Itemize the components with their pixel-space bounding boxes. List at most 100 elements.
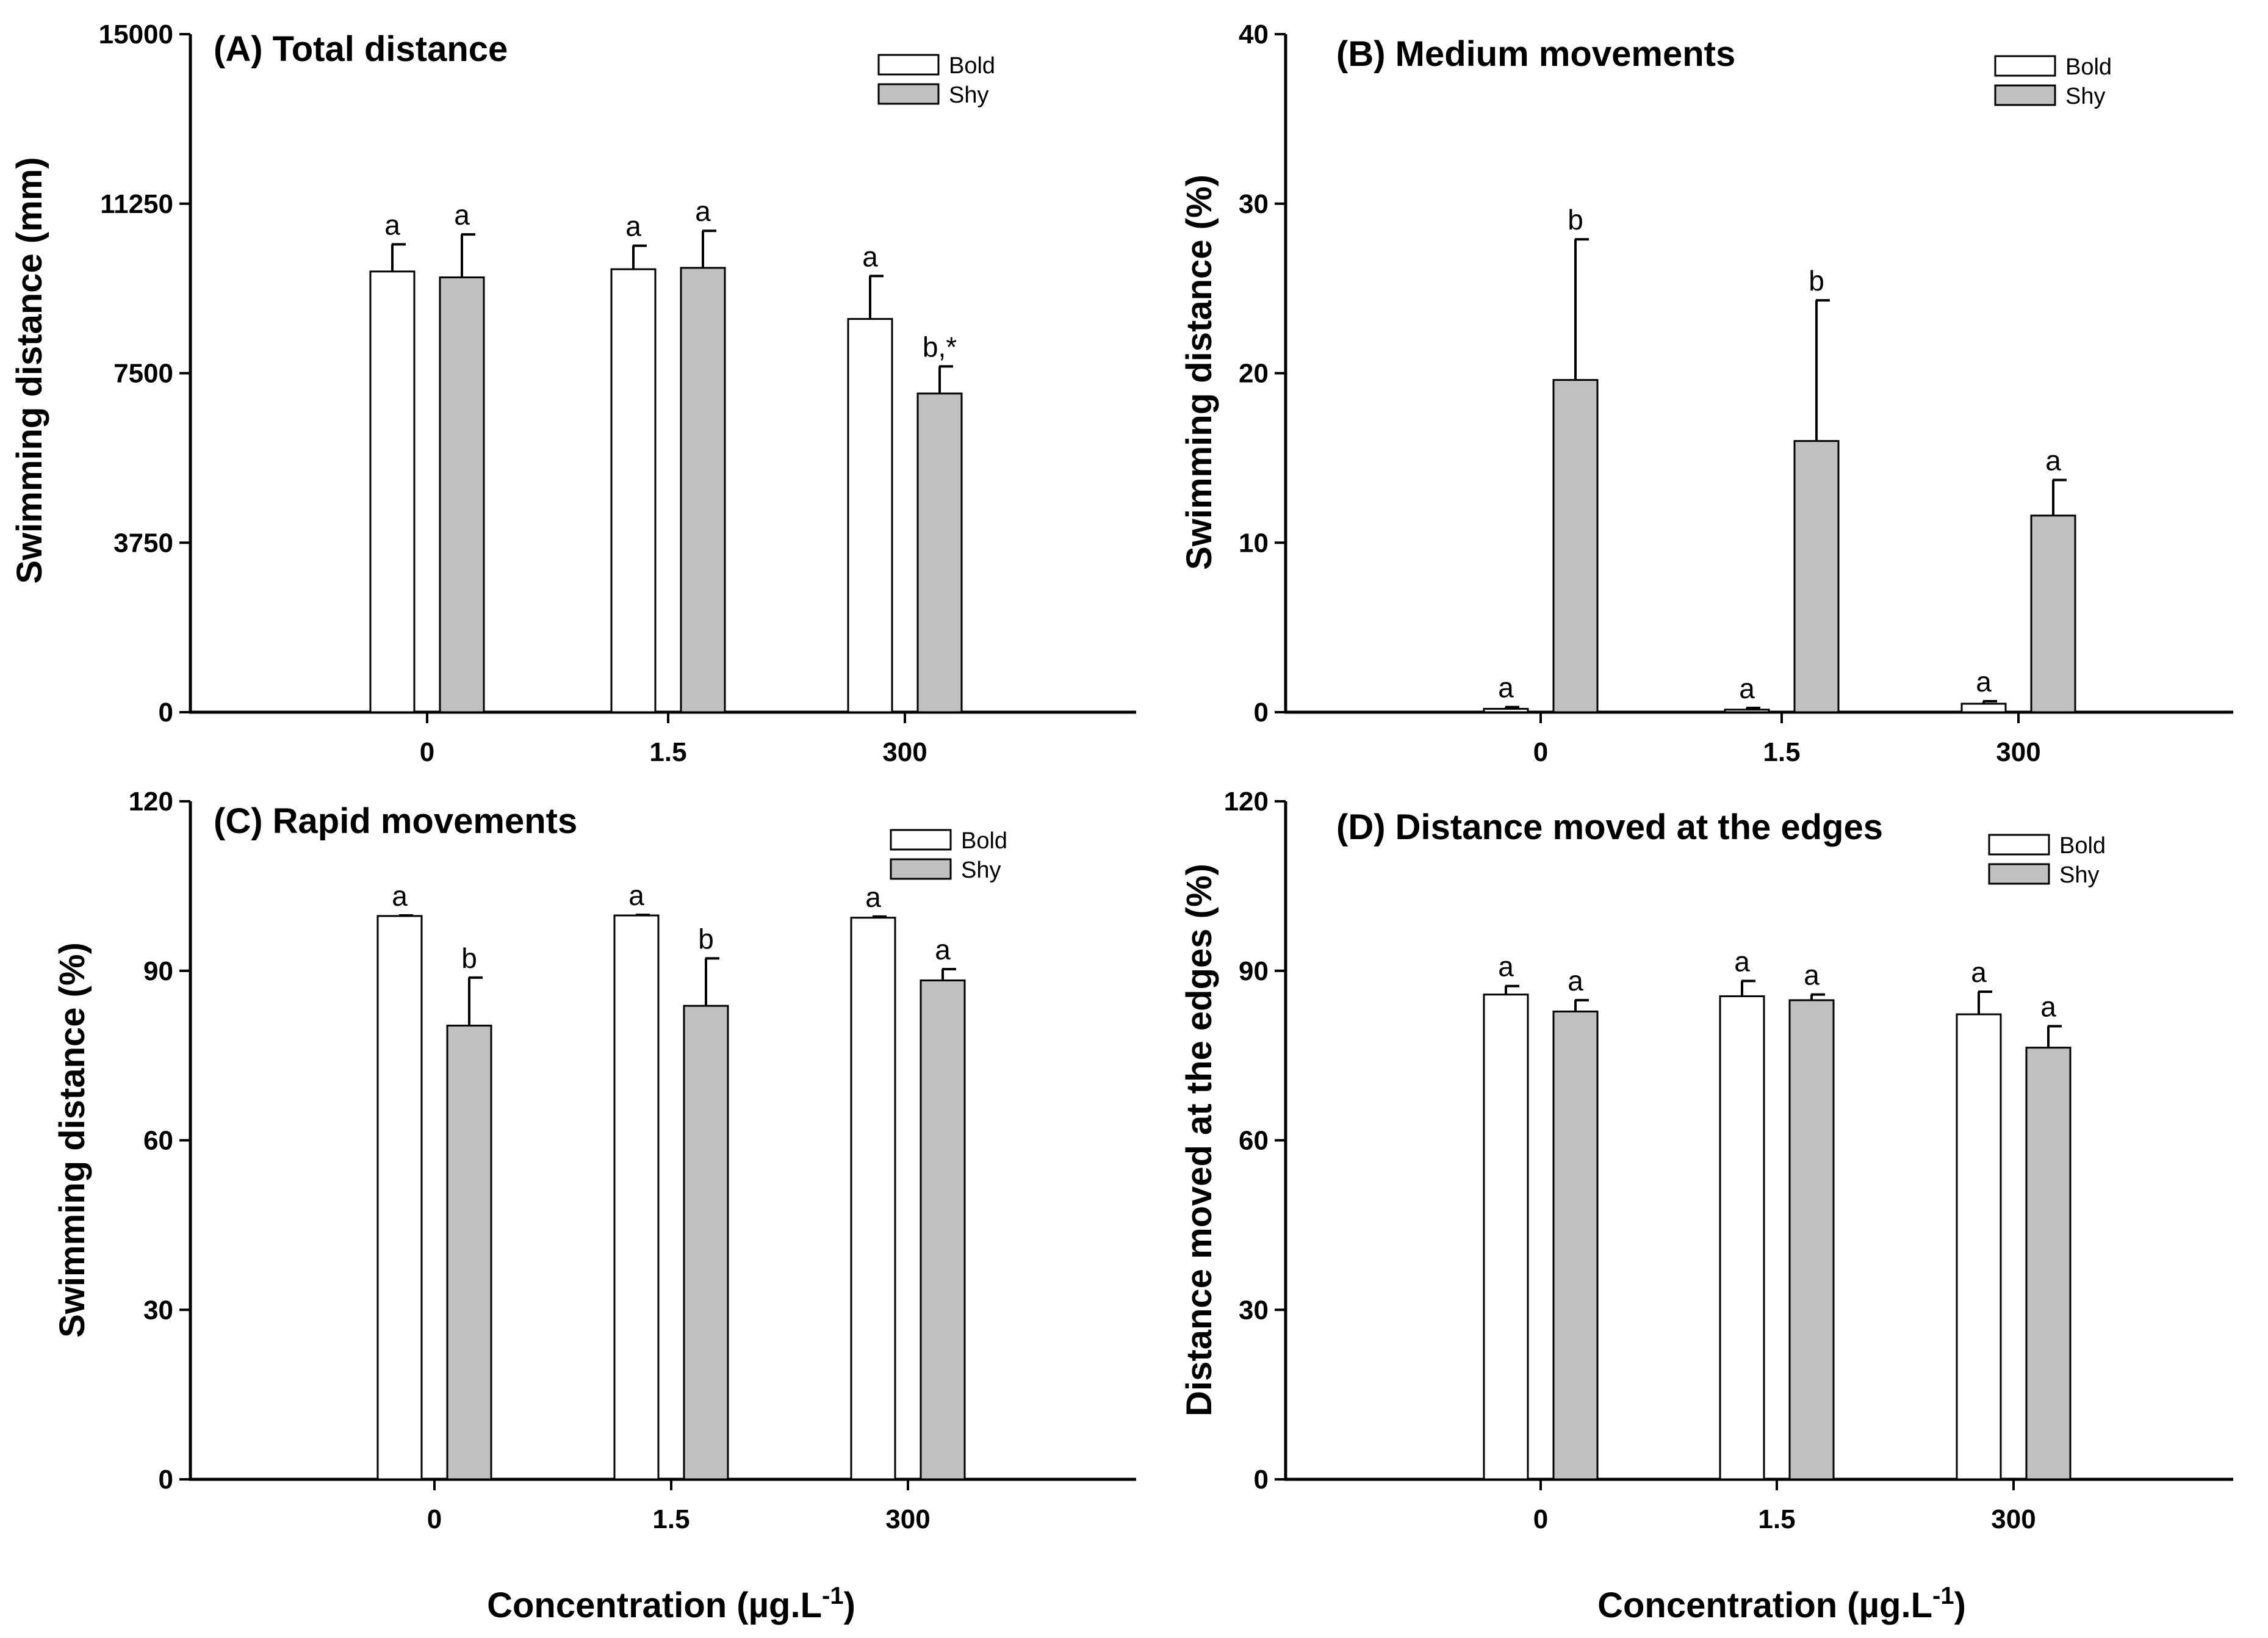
legend-label: Shy <box>961 857 1001 883</box>
legend-label: Shy <box>2059 862 2099 888</box>
bar <box>1960 702 2007 713</box>
bar <box>916 392 963 713</box>
data-label: a <box>2040 990 2056 1022</box>
shared-x-axis-label-left: Concentration (µg.L-1) <box>487 1582 855 1625</box>
data-label: a <box>625 211 641 242</box>
legend-swatch <box>1994 55 2056 77</box>
legend-label: Bold <box>961 828 1007 854</box>
y-tick-label: 7500 <box>113 359 173 389</box>
data-label: a <box>392 880 408 912</box>
y-tick-label: 20 <box>1239 359 1269 389</box>
bar <box>613 914 660 1481</box>
bar <box>376 915 423 1481</box>
data-label: a <box>454 199 470 231</box>
data-label: a <box>1739 673 1755 704</box>
data-label: b <box>461 942 477 974</box>
data-label: a <box>1976 666 1992 698</box>
data-label: a <box>384 209 400 240</box>
y-tick-label: 120 <box>1224 787 1269 817</box>
shared-x-axis-label-right: Concentration (µg.L-1) <box>1597 1582 1966 1625</box>
bar <box>2025 1047 2072 1481</box>
chart-title: (A) Total distance <box>214 29 508 69</box>
y-axis-label: Distance moved at the edges (%) <box>1179 864 1219 1416</box>
y-tick-label: 90 <box>143 956 173 986</box>
legend: Bold Shy <box>890 828 1007 883</box>
y-tick-label: 0 <box>1254 1465 1269 1495</box>
bar <box>680 267 726 713</box>
legend-label: Shy <box>949 82 988 108</box>
bar <box>439 276 485 713</box>
y-tick-label: 40 <box>1239 20 1269 49</box>
chart-title: (C) Rapid movements <box>214 801 577 841</box>
x-tick-label: 1.5 <box>649 737 686 767</box>
x-tick-label: 300 <box>1996 737 2040 767</box>
y-tick-label: 3750 <box>113 528 173 558</box>
data-label: a <box>1568 965 1583 997</box>
legend-swatch <box>890 858 952 880</box>
legend-swatch <box>1988 863 2050 885</box>
x-tick-label: 0 <box>1533 1504 1548 1534</box>
y-tick-label: 30 <box>1239 1295 1269 1325</box>
data-label: b,* <box>923 331 957 363</box>
data-label: a <box>1804 959 1820 991</box>
data-label: a <box>865 881 881 913</box>
legend: Bold Shy <box>1988 833 2106 888</box>
x-tick-label: 1.5 <box>1758 1504 1795 1534</box>
bar <box>1552 1010 1599 1481</box>
y-tick-label: 60 <box>1239 1126 1269 1156</box>
data-label: a <box>695 195 711 227</box>
y-axis-label: Swimming distance (%) <box>1179 175 1219 570</box>
y-tick-label: 90 <box>1239 956 1269 986</box>
chart-title: (B) Medium movements <box>1336 34 1735 74</box>
y-tick-label: 0 <box>159 698 173 727</box>
data-label: b <box>1809 265 1824 297</box>
legend: Bold Shy <box>1994 54 2112 109</box>
bar <box>850 917 896 1481</box>
bar <box>446 1025 492 1481</box>
x-tick-label: 0 <box>427 1504 442 1534</box>
y-axis-label: Swimming distance (%) <box>52 942 92 1338</box>
y-tick-label: 0 <box>159 1465 173 1495</box>
legend-swatch <box>1988 834 2050 856</box>
legend-label: Bold <box>949 53 995 79</box>
legend-swatch <box>1994 84 2056 106</box>
bar <box>1724 709 1770 713</box>
y-tick-label: 30 <box>143 1295 173 1325</box>
y-tick-label: 15000 <box>99 20 173 49</box>
x-tick-label: 300 <box>1991 1504 2036 1534</box>
y-axis-label: Swimming distance (mm) <box>10 157 49 583</box>
data-label: a <box>1498 672 1514 704</box>
x-tick-label: 1.5 <box>652 1504 689 1534</box>
legend-label: Shy <box>2065 84 2105 109</box>
legend-swatch <box>890 829 952 851</box>
legend: Bold Shy <box>877 53 995 108</box>
x-tick-label: 0 <box>420 737 434 767</box>
x-tick-label: 300 <box>882 737 927 767</box>
x-tick-label: 300 <box>885 1504 930 1534</box>
legend-label: Bold <box>2065 54 2112 80</box>
bar <box>1956 1013 2002 1481</box>
bar <box>1483 994 1529 1481</box>
legend-swatch <box>877 83 940 105</box>
chart-title: (D) Distance moved at the edges <box>1336 807 1883 847</box>
data-label: a <box>862 240 878 272</box>
bar <box>369 270 416 713</box>
legend-label: Bold <box>2059 833 2106 859</box>
bar <box>1483 707 1529 713</box>
bar <box>847 318 893 713</box>
data-label: a <box>1498 951 1514 983</box>
chart-panel-1: 0 3750 7500 11250 15000 0 1.5 300 a a a a a b,* (A) To… <box>10 20 1136 767</box>
y-tick-label: 60 <box>143 1126 173 1156</box>
legend-swatch <box>877 54 940 76</box>
chart-panel-2: 0 10 20 30 40 0 1.5 300 a a a b b a (B) Medium movemen… <box>1179 20 2233 767</box>
bar <box>1788 999 1835 1481</box>
data-label: a <box>628 879 644 911</box>
data-label: a <box>1971 956 1987 988</box>
bar <box>2030 514 2076 713</box>
y-tick-label: 120 <box>129 787 173 817</box>
data-label: a <box>935 934 951 965</box>
bar <box>1793 440 1840 713</box>
y-tick-label: 30 <box>1239 189 1269 219</box>
